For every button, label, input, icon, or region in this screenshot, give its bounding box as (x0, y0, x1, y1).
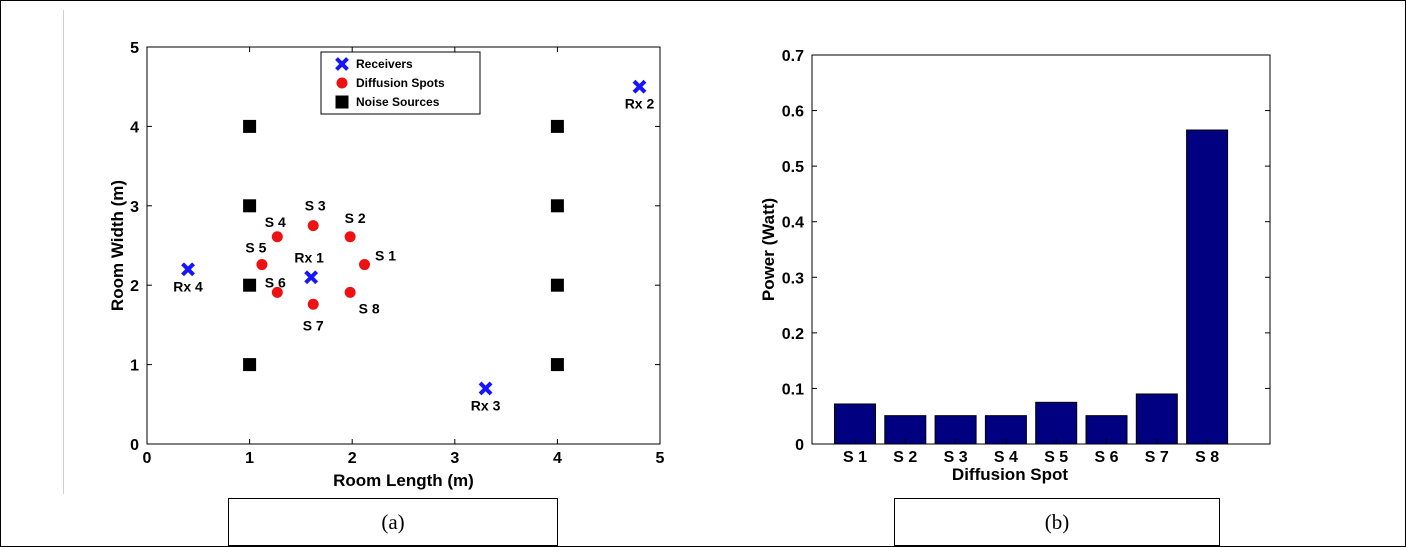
receiver-marker (632, 79, 647, 94)
scatter-chart-room-layout: 0 1 2 3 4 5 0 1 2 3 4 5 Room Length (m) Room Width (m… (108, 40, 665, 490)
x-tick-label: 0 (143, 450, 152, 467)
noise-source-marker (550, 358, 564, 372)
receiver-label: Rx 1 (294, 249, 324, 265)
diffusion-spot-marker (256, 259, 268, 271)
legend-label: Diffusion Spots (356, 76, 445, 90)
noise-source-marker (243, 278, 257, 292)
y-axis-title: Power (Watt) (759, 198, 778, 301)
x-tick-label: 2 (348, 450, 357, 467)
noise-source-marker (243, 358, 257, 372)
caption-box-a: (a) (228, 498, 558, 546)
y-tick-label: 5 (130, 40, 139, 57)
diffusion-spot-marker (344, 231, 356, 243)
receiver-marker (181, 262, 195, 277)
diffusion-spot-marker (307, 298, 319, 310)
bar (1186, 129, 1229, 445)
noise-source-marker (243, 119, 257, 133)
y-tick-label: 0.2 (782, 326, 804, 343)
diffusion-spot-label: S 1 (375, 248, 396, 264)
receiver-marker (304, 270, 319, 285)
noise-source-marker (550, 119, 564, 133)
noise-source-marker (243, 199, 257, 213)
y-tick-label: 2 (130, 278, 139, 295)
x-tick-label: S 4 (994, 449, 1018, 466)
x-tick-label: 3 (450, 450, 459, 467)
y-tick-label: 0 (130, 437, 139, 454)
diffusion-spot-label: S 4 (265, 214, 286, 230)
x-axis-title: Room Length (m) (333, 471, 474, 490)
x-tick-label: S 6 (1094, 449, 1118, 466)
x-tick-label: 4 (553, 450, 562, 467)
diffusion-spot-label: S 3 (305, 198, 326, 214)
noise-source-marker (550, 278, 564, 292)
legend-noise-marker (335, 95, 349, 109)
bar (834, 403, 876, 445)
y-tick-label: 4 (130, 119, 139, 136)
caption-a-text: (a) (381, 509, 405, 534)
y-tick-label: 0.4 (782, 215, 804, 232)
x-tick-label: S 3 (944, 449, 968, 466)
receiver-marker (478, 381, 493, 396)
diffusion-spot-marker (344, 286, 356, 298)
caption-b-text: (b) (1044, 509, 1070, 534)
bar (1135, 393, 1178, 445)
y-axis-title: Room Width (m) (108, 180, 127, 311)
x-tick-label: S 1 (843, 449, 867, 466)
receiver-label: Rx 2 (625, 96, 655, 112)
legend-label: Receivers (356, 57, 413, 71)
diffusion-spot-label: S 7 (303, 317, 324, 333)
receiver-label: Rx 4 (173, 278, 203, 294)
legend-label: Noise Sources (356, 95, 440, 109)
y-tick-label: 0 (795, 437, 804, 454)
diffusion-spot-label: S 5 (245, 240, 266, 256)
x-tick-label: S 8 (1195, 449, 1219, 466)
x-tick-label: 5 (656, 450, 665, 467)
legend-receiver-marker (335, 57, 349, 71)
y-tick-label: 0.1 (782, 381, 804, 398)
x-tick-label: S 2 (893, 449, 917, 466)
diffusion-spot-label: S 6 (265, 274, 286, 290)
y-tick-label: 0.7 (782, 48, 804, 65)
x-tick-label: S 7 (1145, 449, 1169, 466)
diffusion-spot-marker (271, 231, 283, 243)
plot-area-a (146, 46, 661, 445)
legend-a: Receivers Diffusion Spots Noise Sources (320, 51, 481, 115)
x-tick-label: S 5 (1044, 449, 1068, 466)
y-tick-label: 3 (130, 199, 139, 216)
receiver-label: Rx 3 (471, 397, 501, 413)
diffusion-spot-label: S 8 (359, 300, 380, 316)
diffusion-spot-marker (307, 220, 319, 232)
y-tick-label: 0.3 (782, 270, 804, 287)
diffusion-spot-label: S 2 (345, 210, 366, 226)
legend-diffusion-marker (336, 77, 348, 89)
x-tick-label: 1 (245, 450, 254, 467)
diffusion-spot-marker (271, 286, 283, 298)
x-axis-title: Diffusion Spot (952, 465, 1068, 484)
bar (1035, 401, 1078, 445)
separator-line (63, 10, 64, 494)
bar-chart-power: 0 0.1 0.2 0.3 0.4 0.5 0.6 0.7 S 1 S 2 S 3 S 4 S 5 S 6… (759, 48, 1271, 484)
y-tick-label: 0.5 (782, 159, 804, 176)
y-tick-label: 1 (130, 358, 139, 375)
y-tick-label: 0.6 (782, 104, 804, 121)
diffusion-spot-marker (359, 259, 371, 271)
caption-box-b: (b) (894, 498, 1220, 546)
noise-source-marker (550, 199, 564, 213)
